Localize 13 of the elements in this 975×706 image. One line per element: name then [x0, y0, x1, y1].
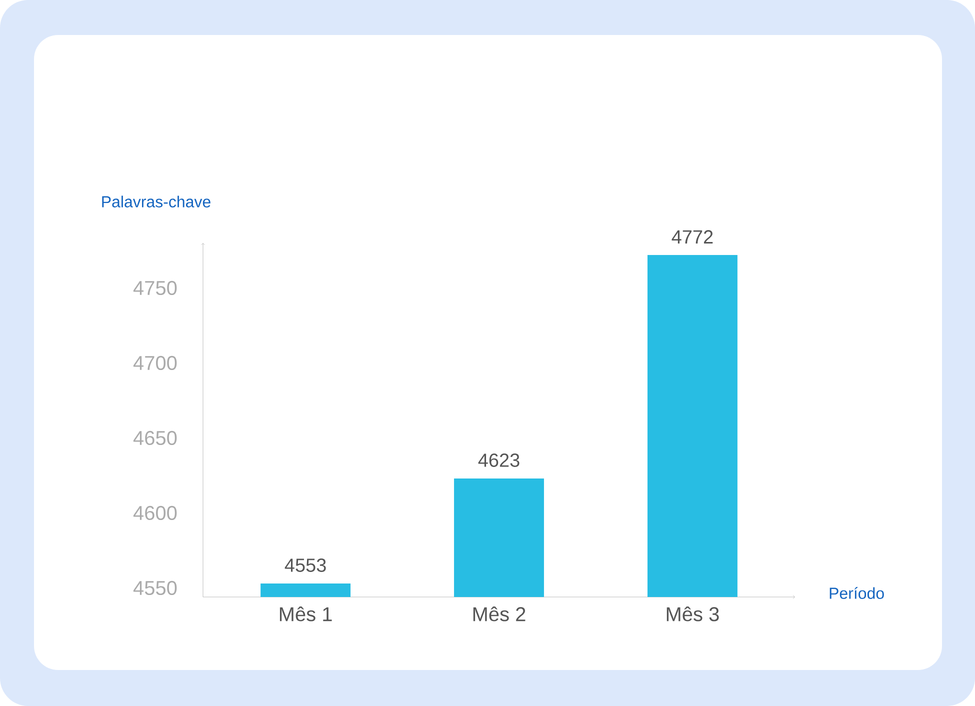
x-tick-label: Mês 1: [280, 606, 332, 622]
y-tick-label: 4650: [133, 430, 177, 446]
data-label: 4553: [284, 558, 326, 572]
x-tick-label: Mês 2: [473, 606, 526, 622]
x-axis-title: Período: [830, 587, 884, 599]
data-label: 4623: [478, 454, 520, 467]
x-tick-label: Mês 3: [666, 606, 719, 622]
y-tick-label: 4600: [133, 506, 177, 520]
data-label: 4772: [672, 230, 713, 244]
y-axis-title: Palavras-chave: [102, 196, 210, 208]
y-tick-label: 4750: [133, 280, 177, 296]
y-tick-label: 4550: [133, 580, 177, 596]
y-tick-label: 4700: [133, 356, 177, 370]
